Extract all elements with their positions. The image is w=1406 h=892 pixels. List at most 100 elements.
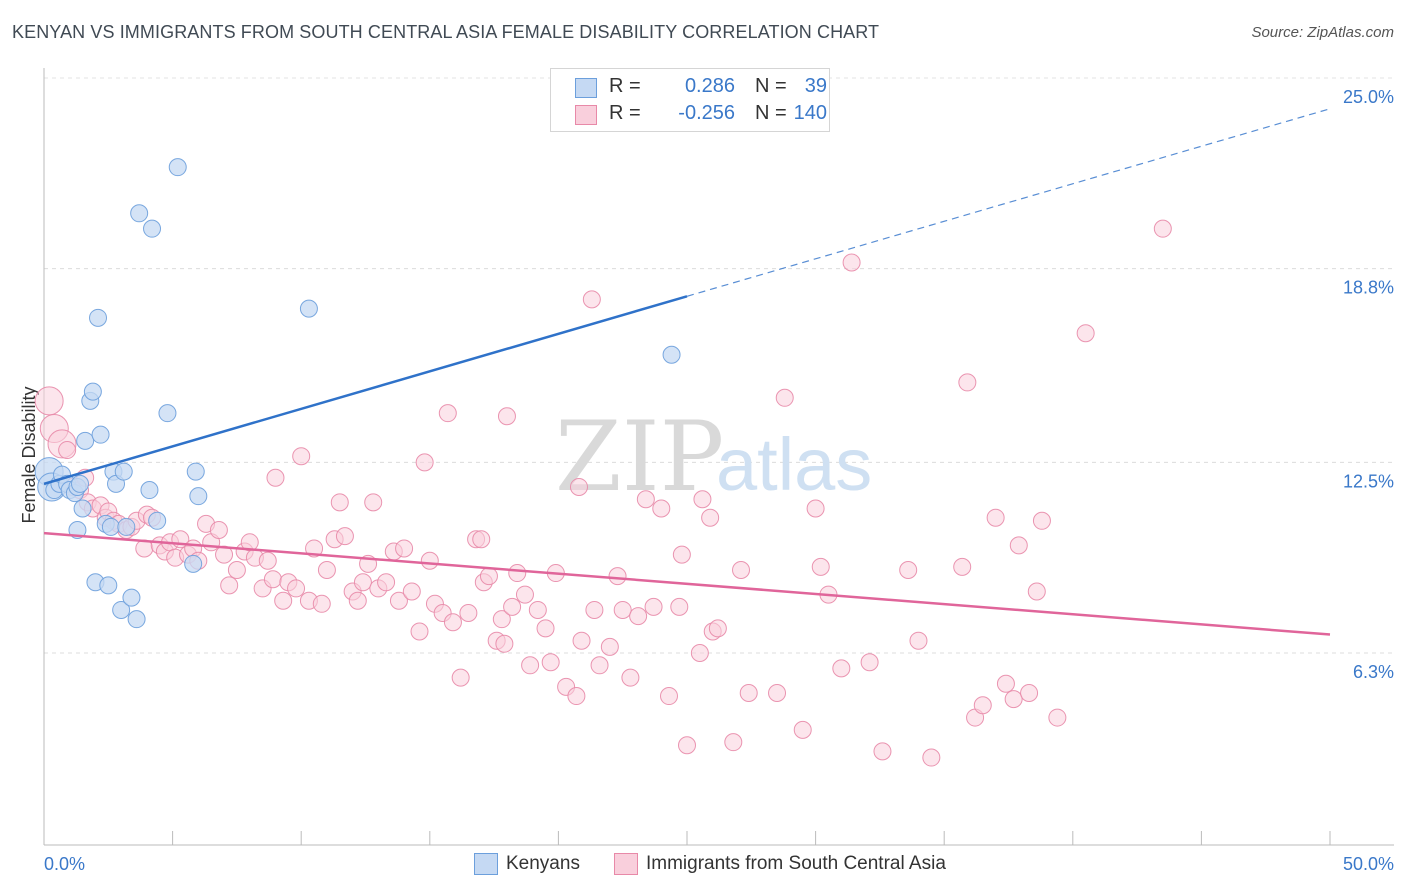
kenyans-point-27	[127, 610, 146, 629]
immigrants-point-44	[292, 447, 311, 466]
immigrants-point-137	[1027, 582, 1046, 601]
immigrants-point-119	[811, 557, 830, 576]
immigrants-n-value: 140	[793, 102, 827, 124]
immigrants-point-116	[775, 388, 794, 407]
y-axis-tick-labels: 6.3% 12.5% 18.8% 25.0%	[1343, 87, 1394, 682]
y-tick-label: 25.0%	[1343, 87, 1394, 107]
immigrants-point-83	[521, 656, 540, 675]
axes	[43, 68, 1394, 846]
immigrants-point-33	[227, 560, 246, 579]
kenyans-point-38	[662, 345, 681, 364]
immigrants-point-48	[317, 560, 336, 579]
kenyans-point-32	[158, 404, 177, 423]
immigrants-point-114	[739, 683, 758, 702]
immigrants-point-111	[708, 619, 727, 638]
kenyans-point-36	[184, 554, 203, 573]
immigrants-point-53	[348, 591, 367, 610]
x-tick-label-max: 50.0%	[1343, 854, 1394, 874]
immigrants-point-105	[672, 545, 691, 564]
immigrants-point-132	[986, 508, 1005, 527]
immigrants-point-73	[472, 530, 491, 549]
y-tick-label: 6.3%	[1353, 662, 1394, 682]
immigrants-legend-swatch	[614, 853, 638, 875]
kenyans-point-20	[101, 517, 120, 536]
immigrants-point-58	[377, 573, 396, 592]
trend-lines	[43, 108, 1331, 636]
kenyans-legend-label: Kenyans	[506, 853, 580, 874]
immigrants-point-56	[364, 493, 383, 512]
kenyans-point-30	[140, 481, 159, 500]
immigrants-point-104	[670, 597, 689, 616]
immigrants-point-93	[585, 600, 604, 619]
kenyans-point-25	[112, 600, 131, 619]
immigrants-point-98	[621, 668, 640, 687]
immigrants-point-0	[34, 386, 64, 416]
y-axis-label: Female Disability	[19, 386, 39, 523]
source-credit: Source: ZipAtlas.com	[1251, 24, 1394, 41]
immigrants-point-99	[629, 607, 648, 626]
immigrants-point-39	[263, 570, 282, 589]
immigrants-point-118	[806, 499, 825, 518]
immigrants-point-121	[832, 659, 851, 678]
kenyans-point-29	[143, 219, 162, 238]
x-axis-ticks	[172, 831, 1331, 845]
kenyans-n-value: 39	[804, 75, 827, 97]
x-tick-label-min: 0.0%	[44, 854, 85, 874]
immigrants-point-61	[395, 539, 414, 558]
immigrants-point-79	[497, 407, 516, 426]
kenyans-point-9	[71, 474, 90, 493]
immigrants-point-65	[420, 551, 439, 570]
kenyans-point-24	[117, 517, 136, 536]
kenyans-point-26	[122, 588, 141, 607]
immigrants-point-113	[732, 560, 751, 579]
immigrants-point-89	[567, 687, 586, 706]
n-label: N =	[755, 102, 787, 124]
kenyans-point-28	[130, 204, 149, 223]
immigrants-point-141	[1153, 219, 1172, 238]
immigrants-point-69	[443, 613, 462, 632]
immigrants-point-131	[973, 696, 992, 715]
r-label: R =	[609, 75, 641, 97]
immigrants-point-60	[389, 591, 408, 610]
immigrants-point-38	[258, 551, 277, 570]
immigrants-point-123	[860, 653, 879, 672]
kenyans-trend-projection	[686, 108, 1331, 297]
immigrants-point-92	[582, 290, 601, 309]
immigrants-legend-label: Immigrants from South Central Asia	[646, 853, 946, 874]
immigrants-point-135	[1009, 536, 1028, 555]
immigrants-point-62	[402, 582, 421, 601]
immigrants-point-46	[305, 539, 324, 558]
kenyans-point-12	[76, 431, 95, 450]
correlation-legend: R = 0.286 N = 39 R = -0.256 N = 140	[550, 68, 830, 132]
kenyans-point-37	[299, 299, 318, 318]
immigrants-point-134	[1004, 690, 1023, 709]
immigrants-point-109	[701, 508, 720, 527]
immigrants-point-51	[335, 527, 354, 546]
immigrants-point-112	[724, 733, 743, 752]
immigrants-point-127	[922, 748, 941, 767]
immigrants-point-97	[613, 600, 632, 619]
immigrants-point-126	[909, 631, 928, 650]
immigrants-point-78	[495, 634, 514, 653]
immigrants-point-86	[541, 653, 560, 672]
immigrants-point-3	[58, 441, 77, 460]
kenyans-point-23	[114, 462, 133, 481]
immigrants-point-41	[274, 591, 293, 610]
immigrants-point-101	[644, 597, 663, 616]
immigrants-point-32	[220, 576, 239, 595]
data-points	[34, 158, 1172, 767]
immigrants-r-value: -0.256	[678, 102, 735, 124]
immigrants-point-94	[590, 656, 609, 675]
immigrants-point-95	[600, 637, 619, 656]
kenyans-point-35	[189, 487, 208, 506]
immigrants-point-140	[1076, 324, 1095, 343]
kenyans-r-value: 0.286	[684, 75, 735, 97]
kenyans-swatch	[575, 78, 597, 98]
immigrants-point-115	[768, 683, 787, 702]
immigrants-trend-line	[43, 531, 1331, 636]
watermark-atlas: atlas	[716, 423, 872, 506]
kenyans-point-31	[148, 511, 167, 530]
immigrants-point-128	[953, 557, 972, 576]
immigrants-point-125	[899, 560, 918, 579]
